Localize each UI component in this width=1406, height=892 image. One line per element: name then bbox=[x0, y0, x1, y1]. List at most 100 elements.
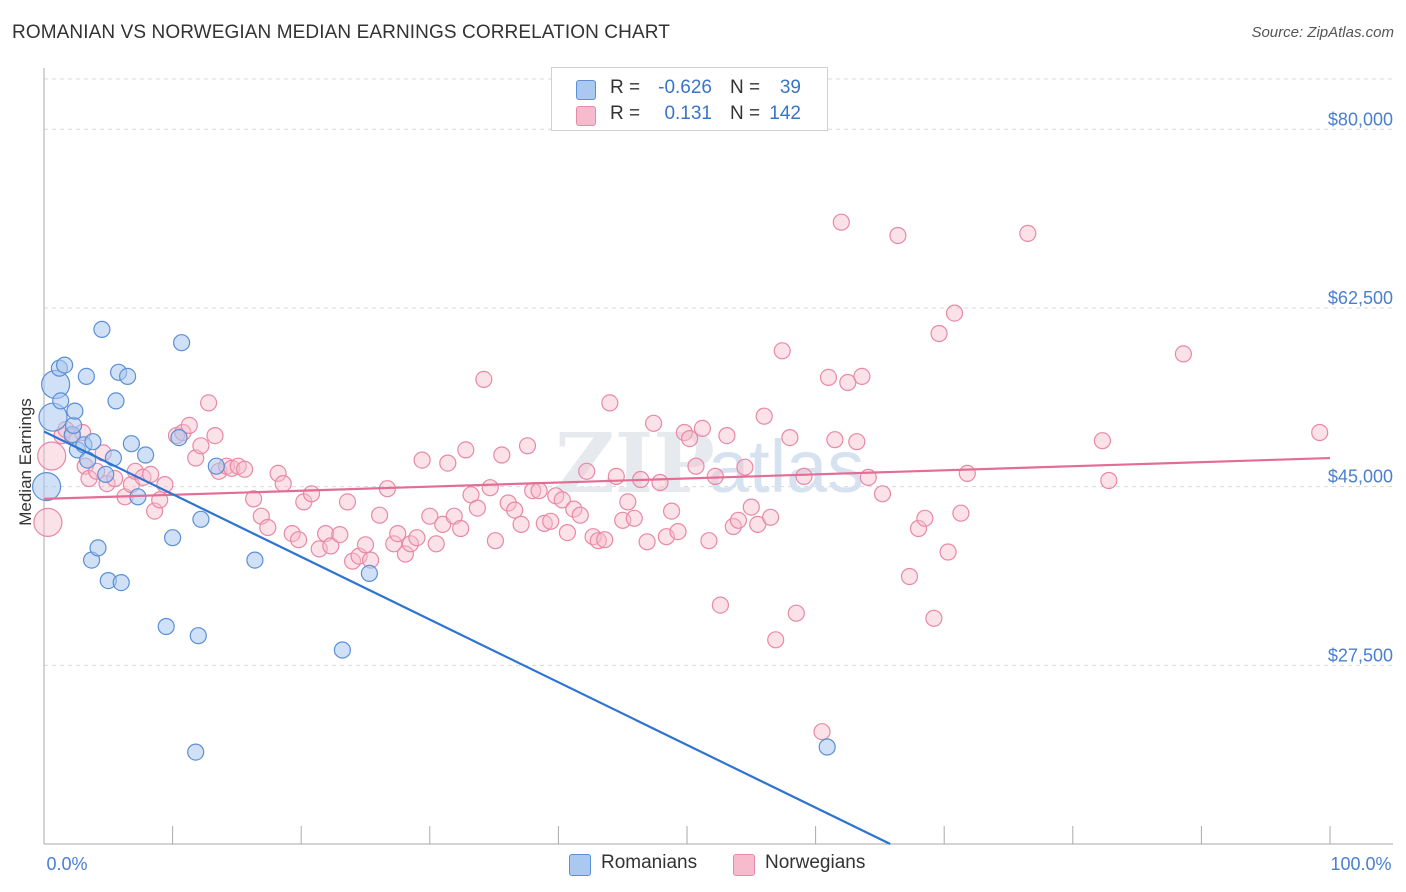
romanians-point bbox=[77, 367, 96, 385]
norwegians-point bbox=[873, 485, 892, 503]
romanians-point bbox=[164, 529, 182, 547]
norwegians-point bbox=[795, 467, 813, 485]
norwegians-point bbox=[819, 368, 838, 386]
norwegians-point bbox=[1311, 423, 1329, 442]
romanians-point bbox=[333, 641, 351, 659]
norwegians-point bbox=[638, 533, 656, 551]
norwegians-point bbox=[607, 467, 625, 485]
norwegians-point bbox=[687, 457, 705, 475]
romanians-point bbox=[118, 367, 137, 385]
norwegians-point bbox=[468, 499, 486, 517]
norwegians-point bbox=[486, 532, 504, 550]
norwegians-point bbox=[180, 416, 198, 434]
romanians-point bbox=[93, 320, 111, 338]
legend-n-value-romanians: 39 bbox=[779, 77, 801, 98]
y-tick-label: $80,000 bbox=[1328, 109, 1393, 129]
norwegians-point bbox=[945, 304, 964, 322]
norwegians-point bbox=[589, 532, 607, 550]
norwegians-point bbox=[542, 512, 560, 530]
norwegians-point bbox=[952, 504, 970, 522]
norwegians-point bbox=[644, 414, 663, 432]
romanians-point bbox=[246, 551, 264, 569]
legend-n-label: N = bbox=[730, 103, 761, 124]
norwegians-point bbox=[625, 509, 643, 527]
correlation-legend: R = -0.626 N = 39 R = 0.131 N = 142 bbox=[551, 67, 828, 131]
norwegians-point bbox=[506, 501, 524, 519]
norwegians-point bbox=[619, 493, 637, 511]
norwegians-point bbox=[1019, 224, 1037, 242]
x-tick-label-max: 100.0% bbox=[1330, 854, 1391, 874]
norwegians-point bbox=[826, 431, 844, 449]
norwegians-point bbox=[290, 531, 308, 549]
norwegians-point bbox=[853, 367, 871, 385]
norwegians-point bbox=[700, 532, 718, 550]
norwegians-point bbox=[146, 502, 164, 520]
norwegians-point bbox=[421, 507, 439, 525]
romanians-trend-line bbox=[43, 430, 891, 845]
norwegians-point bbox=[408, 529, 426, 547]
y-axis-label: Median Earnings bbox=[16, 398, 35, 526]
norwegians-point bbox=[565, 500, 583, 518]
y-tick-label: $27,500 bbox=[1328, 645, 1393, 665]
legend-r-value-romanians: -0.626 bbox=[658, 77, 712, 98]
norwegians-point bbox=[269, 464, 287, 482]
norwegians-point bbox=[553, 491, 571, 509]
norwegians-point bbox=[832, 213, 850, 231]
norwegians-point bbox=[729, 511, 748, 529]
norwegians-legend-swatch bbox=[733, 854, 755, 876]
norwegians-point bbox=[322, 537, 340, 555]
norwegians-point bbox=[651, 473, 669, 492]
norwegians-point bbox=[33, 507, 63, 538]
romanians-point bbox=[97, 465, 115, 483]
norwegians-point bbox=[839, 373, 857, 392]
norwegians-point bbox=[749, 515, 767, 534]
trend-lines bbox=[43, 430, 1331, 845]
norwegians-point bbox=[259, 518, 277, 537]
norwegians-point bbox=[571, 506, 589, 524]
norwegians-point bbox=[192, 437, 210, 455]
axes bbox=[43, 68, 1393, 845]
norwegians-point bbox=[755, 407, 773, 425]
norwegians-point bbox=[389, 524, 407, 543]
romanians-point bbox=[818, 738, 836, 756]
norwegians-point bbox=[475, 370, 493, 388]
norwegians-point bbox=[1093, 432, 1112, 450]
norwegians-point bbox=[427, 535, 445, 553]
source-label: Source: ZipAtlas.com bbox=[1251, 24, 1394, 41]
romanians-point bbox=[66, 402, 84, 420]
norwegians-legend-label: Norwegians bbox=[765, 852, 866, 873]
norwegians-point bbox=[452, 519, 470, 538]
norwegians-point bbox=[331, 525, 349, 544]
norwegians-point bbox=[718, 427, 736, 445]
romanians-point bbox=[189, 627, 207, 645]
norwegians-point bbox=[206, 427, 224, 445]
gridlines bbox=[44, 78, 1393, 666]
norwegians-point bbox=[302, 485, 321, 503]
romanians-point bbox=[107, 392, 125, 410]
norwegians-point bbox=[385, 535, 403, 553]
legend-r-value-norwegians: 0.131 bbox=[664, 103, 712, 124]
norwegians-point bbox=[601, 394, 619, 412]
romanians-point bbox=[157, 617, 175, 636]
romanians-point bbox=[137, 446, 155, 464]
norwegians-point bbox=[693, 419, 712, 437]
norwegians-point bbox=[530, 482, 548, 500]
norwegians-point bbox=[338, 493, 357, 511]
romanians-point bbox=[207, 457, 225, 475]
norwegians-point bbox=[813, 723, 831, 741]
norwegians-point bbox=[439, 454, 457, 472]
legend-row-norwegians: R = 0.131 N = 142 bbox=[552, 102, 827, 128]
norwegians-point bbox=[1174, 345, 1193, 363]
norwegians-point bbox=[596, 531, 614, 549]
norwegians-point bbox=[742, 498, 760, 516]
romanians-point bbox=[31, 472, 62, 502]
norwegians-swatch bbox=[576, 106, 596, 126]
norwegians-point bbox=[939, 543, 957, 561]
norwegians-point bbox=[711, 596, 730, 614]
norwegians-point bbox=[736, 458, 754, 476]
norwegians-point bbox=[900, 567, 919, 586]
x-tick-label-min: 0.0% bbox=[46, 854, 87, 874]
norwegians-point bbox=[930, 324, 948, 343]
norwegians-point bbox=[200, 394, 218, 412]
norwegians-point bbox=[662, 502, 681, 520]
